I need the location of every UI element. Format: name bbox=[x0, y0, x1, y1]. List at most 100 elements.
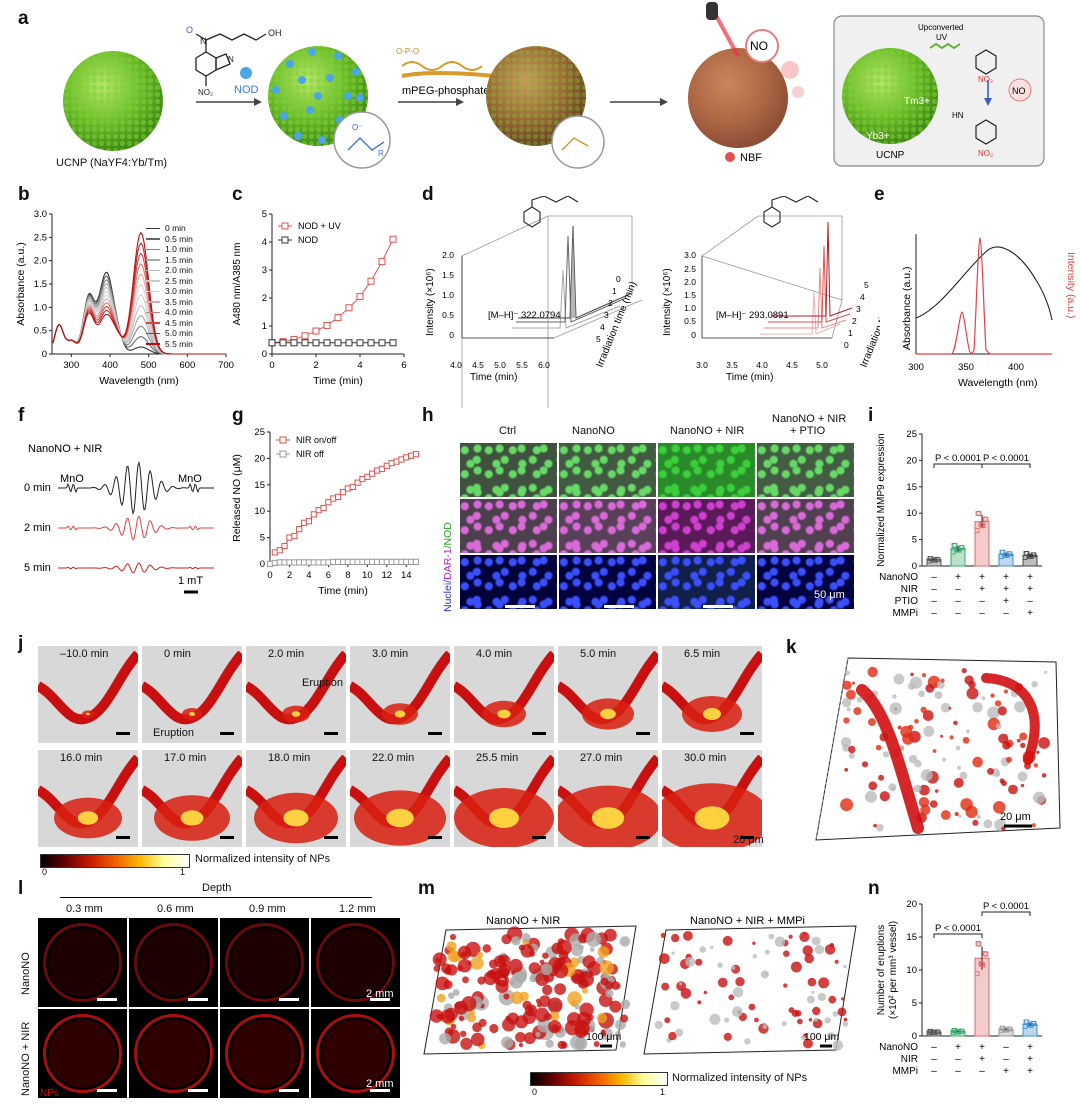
l-tile-svg bbox=[316, 1014, 395, 1093]
l-tile-svg bbox=[43, 923, 122, 1002]
i-dot bbox=[1028, 553, 1034, 559]
c-point bbox=[367, 339, 375, 347]
m-blob-right bbox=[843, 1017, 848, 1022]
svg-text:N: N bbox=[228, 55, 234, 64]
svg-text:0: 0 bbox=[691, 330, 696, 340]
k-blob bbox=[966, 687, 979, 700]
n-dot bbox=[932, 1029, 938, 1035]
d-right-xlabel: Time (min) bbox=[726, 372, 773, 383]
k-blob bbox=[865, 790, 877, 803]
i-dot bbox=[1031, 552, 1037, 558]
h-image-tile bbox=[757, 443, 854, 497]
i-sign: + bbox=[1027, 608, 1033, 619]
c-ytick-label: 3 bbox=[262, 265, 267, 276]
m-blob-right bbox=[744, 1038, 751, 1045]
h-image-tile bbox=[658, 555, 755, 609]
k-blob bbox=[940, 678, 945, 683]
j-image-tile: –10.0 min bbox=[38, 646, 138, 743]
panel-letter-h: h bbox=[422, 405, 434, 426]
i-sign: – bbox=[955, 584, 961, 595]
m-blob-right bbox=[812, 1006, 821, 1016]
svg-text:3.5: 3.5 bbox=[726, 360, 738, 370]
b-legend-item: 3.0 min bbox=[146, 286, 226, 297]
c-ylabel: A480 nm/A385 nm bbox=[232, 243, 243, 326]
k-blob bbox=[921, 673, 927, 678]
m-blob-left bbox=[547, 997, 563, 1013]
b-legend-swatch bbox=[146, 227, 160, 229]
j-tile-svg bbox=[662, 650, 762, 732]
k-blob bbox=[976, 815, 981, 819]
n-dot bbox=[959, 1028, 965, 1034]
n-bracket-2 bbox=[981, 911, 1031, 916]
m-blob-left bbox=[450, 1023, 457, 1030]
m-blob-left bbox=[615, 1031, 622, 1037]
m-left-label: NanoNO + NIR bbox=[486, 915, 560, 927]
ucnp-label: UCNP (NaYF4:Yb/Tm) bbox=[56, 157, 168, 169]
m-blob-right bbox=[680, 988, 692, 999]
m-blob-right bbox=[697, 1000, 702, 1005]
m-blob-left bbox=[582, 987, 588, 994]
svg-text:3.0: 3.0 bbox=[684, 250, 696, 260]
nod-label: NOD bbox=[234, 84, 259, 96]
i-sign: – bbox=[955, 608, 961, 619]
k-blob bbox=[994, 700, 1002, 707]
k-blob bbox=[908, 754, 918, 764]
m-blob-left bbox=[506, 1012, 519, 1025]
panel-letter-c: c bbox=[232, 184, 243, 205]
m-blob-right bbox=[829, 942, 834, 948]
k-blob bbox=[867, 666, 878, 678]
g-point bbox=[369, 470, 376, 477]
m-blob-left bbox=[523, 1032, 536, 1045]
g-ytick-label: 5 bbox=[260, 533, 265, 544]
i-dot bbox=[959, 545, 965, 551]
j-tile-svg bbox=[246, 754, 346, 844]
h-image-tile bbox=[460, 555, 557, 609]
l-depth-1: 0.6 mm bbox=[157, 903, 194, 915]
m-blob-left bbox=[611, 981, 620, 990]
j-colorbar-min: 0 bbox=[42, 867, 48, 877]
svg-text:R: R bbox=[378, 149, 384, 158]
m-blob-left bbox=[483, 971, 498, 986]
n-dot bbox=[974, 971, 980, 977]
k-blob bbox=[955, 745, 961, 751]
c-legend-marker bbox=[281, 222, 289, 230]
g-xtick-label: 8 bbox=[345, 570, 350, 581]
i-sign: – bbox=[931, 572, 937, 583]
j-scalebar bbox=[428, 836, 442, 839]
uv-label: UV bbox=[936, 33, 948, 42]
panel-letter-m: m bbox=[418, 878, 435, 899]
m-blob-right bbox=[723, 1032, 732, 1041]
b-legend-item: 3.5 min bbox=[146, 297, 226, 308]
m-blob-right bbox=[699, 946, 707, 953]
svg-text:6.0: 6.0 bbox=[538, 360, 550, 370]
g-point bbox=[412, 451, 420, 458]
m-blob-left bbox=[521, 933, 531, 943]
i-sign: – bbox=[931, 596, 937, 607]
j-scalebar bbox=[324, 732, 338, 735]
i-ytick-label: 0 bbox=[912, 561, 917, 572]
m-colorbar-label: Normalized intensity of NPs bbox=[672, 1072, 808, 1084]
b-legend-label: 3.0 min bbox=[165, 286, 193, 296]
m-blob-right bbox=[675, 1028, 684, 1037]
j-tile-svg bbox=[142, 650, 242, 725]
g-ytick-label: 10 bbox=[254, 506, 265, 517]
m-blob-left bbox=[503, 993, 510, 1000]
m-colorbar-min: 0 bbox=[532, 1087, 538, 1097]
n-dot bbox=[956, 1029, 962, 1035]
m-blob-right bbox=[668, 1031, 677, 1041]
m-blob-right bbox=[806, 995, 815, 1004]
k-blob bbox=[1020, 742, 1026, 748]
h-image-tile bbox=[658, 443, 755, 497]
g-ytick-label: 0 bbox=[260, 559, 265, 570]
i-sign: + bbox=[979, 584, 985, 595]
m-blob-left bbox=[472, 1022, 482, 1033]
m-blob-left bbox=[542, 984, 553, 996]
j-image-tile: 18.0 min bbox=[246, 750, 346, 847]
m-blob-right bbox=[731, 965, 736, 970]
b-xtick-label: 500 bbox=[141, 360, 157, 371]
g-point bbox=[412, 558, 420, 565]
m-blob-right bbox=[813, 1017, 818, 1022]
j-image-tile: 4.0 min bbox=[454, 646, 554, 743]
j-tile-svg bbox=[558, 650, 658, 730]
j-image-tile: 27.0 min bbox=[558, 750, 658, 847]
